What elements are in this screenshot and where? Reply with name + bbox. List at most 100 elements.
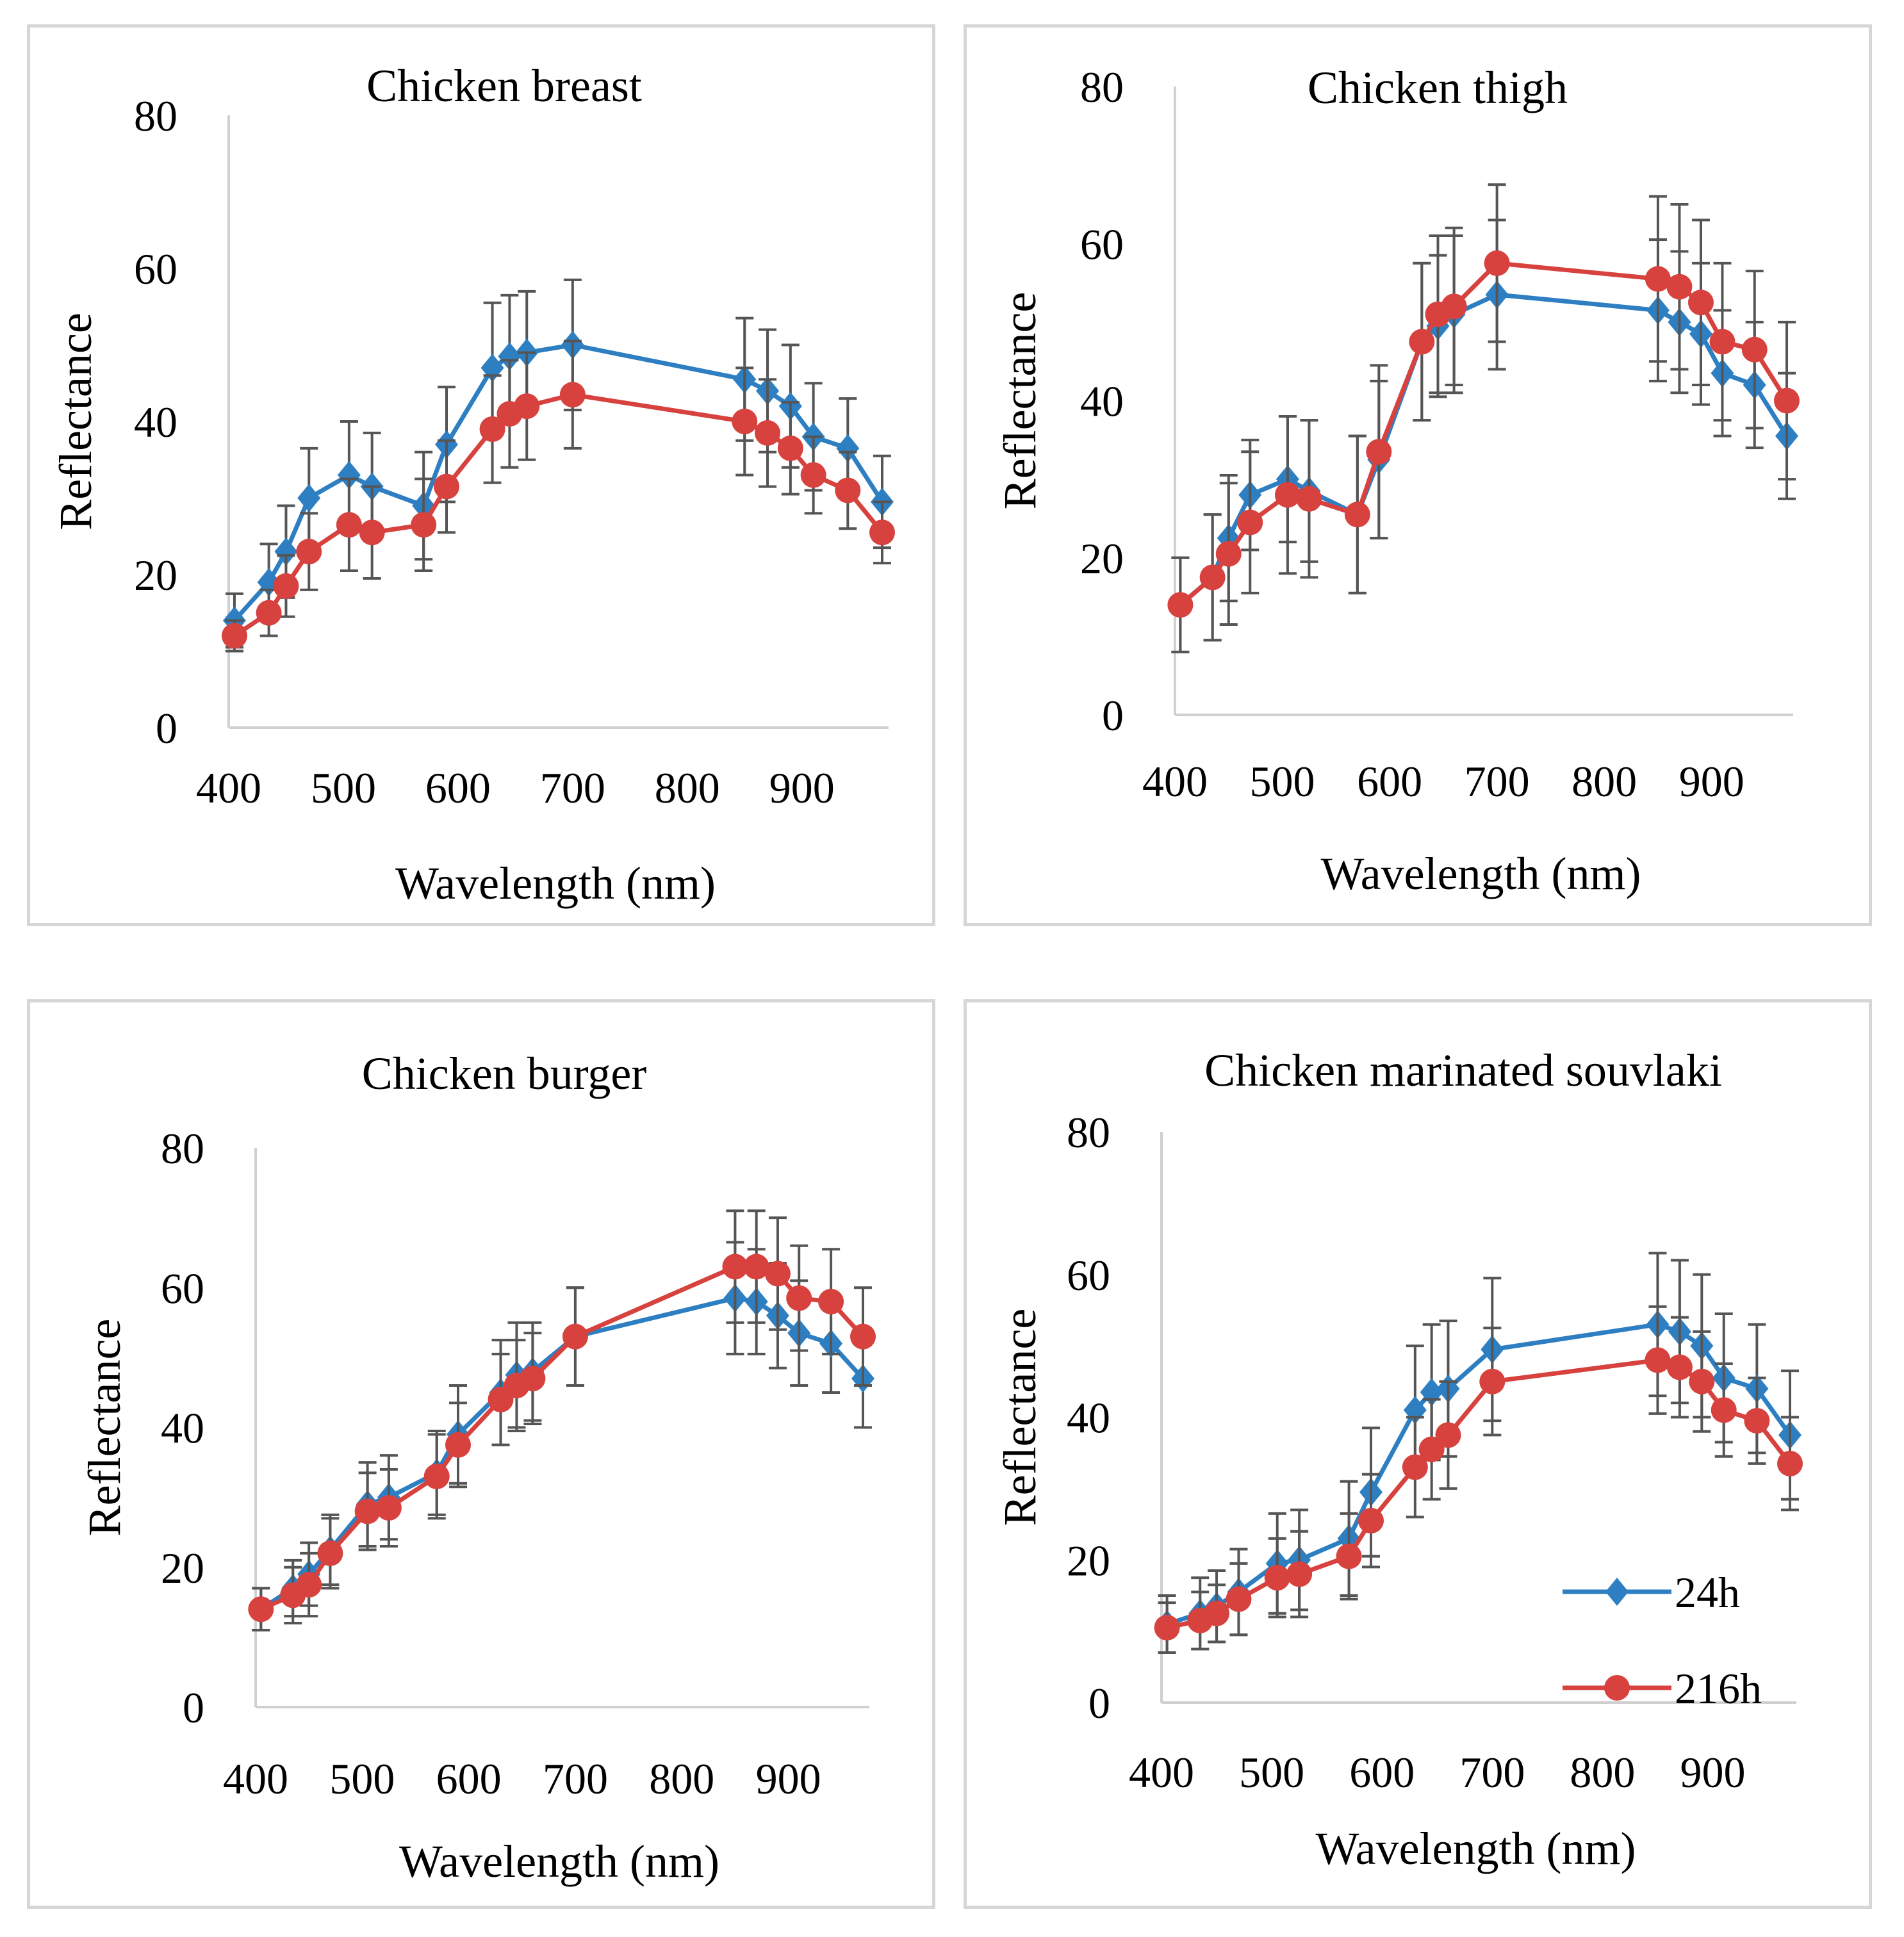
data-point: [1336, 1543, 1362, 1569]
x-axis-label: Wavelength (nm): [395, 858, 716, 909]
data-point: [1479, 1368, 1506, 1394]
data-point: [274, 537, 298, 566]
x-tick-label: 500: [329, 1754, 395, 1803]
y-tick-label: 20: [1080, 534, 1124, 583]
y-tick-label: 0: [156, 704, 177, 753]
x-tick-label: 800: [1572, 757, 1637, 806]
x-tick-label: 500: [1250, 757, 1315, 806]
legend-marker: [1604, 1675, 1630, 1701]
data-point: [562, 1323, 588, 1350]
data-point: [1264, 1565, 1290, 1591]
data-point: [1204, 1600, 1230, 1626]
data-point: [520, 1366, 546, 1392]
data-point: [559, 382, 586, 408]
data-point: [1666, 274, 1693, 300]
data-point: [786, 1285, 812, 1311]
data-point: [1741, 336, 1768, 363]
data-point: [1689, 1368, 1715, 1394]
x-tick-label: 900: [756, 1754, 821, 1803]
x-tick-label: 600: [436, 1754, 502, 1803]
data-point: [1711, 1397, 1737, 1423]
data-point: [818, 1289, 844, 1315]
data-point: [1237, 509, 1263, 535]
x-tick-label: 400: [1142, 757, 1208, 806]
panel-chicken-thigh: Chicken thigh 0 20 40 60 80 400 500 600 700 800 900…: [964, 24, 1872, 926]
data-point: [1366, 439, 1392, 465]
y-tick-label: 40: [161, 1404, 204, 1453]
data-point: [1215, 541, 1242, 567]
y-tick-label: 20: [161, 1544, 204, 1592]
data-point: [296, 539, 322, 565]
x-tick-label: 400: [196, 764, 261, 812]
data-point: [732, 409, 758, 434]
x-tick-label: 600: [1357, 757, 1422, 806]
chart-title: Chicken breast: [366, 60, 642, 111]
y-axis-label: Reflectance: [79, 1319, 130, 1537]
data-point: [479, 416, 505, 442]
series-24h: [249, 1241, 874, 1631]
data-point: [1666, 1354, 1693, 1380]
panel-chicken-marinated-souvlaki: Chicken marinated souvlaki 0 20 40 60 80 400 50…: [964, 999, 1872, 1909]
x-tick-label: 800: [1570, 1748, 1635, 1797]
legend-label: 24h: [1675, 1568, 1740, 1617]
data-point: [1344, 502, 1370, 528]
data-point: [1777, 1450, 1803, 1476]
data-point: [800, 462, 826, 488]
data-point: [445, 1432, 471, 1458]
series-24h: [222, 278, 894, 649]
data-point: [1709, 329, 1736, 355]
data-point: [755, 420, 781, 446]
y-tick-label: 40: [1080, 377, 1124, 426]
y-tick-label: 40: [134, 398, 177, 446]
data-point: [1774, 388, 1800, 414]
y-axis-label: Reflectance: [994, 292, 1046, 510]
y-axis-label: Reflectance: [994, 1309, 1046, 1526]
y-tick-label: 80: [1080, 63, 1124, 111]
chart-title: Chicken thigh: [1308, 62, 1568, 113]
x-tick-label: 400: [1129, 1748, 1194, 1797]
y-tick-label: 0: [1088, 1679, 1110, 1728]
y-tick-label: 60: [1080, 220, 1124, 268]
data-point: [221, 623, 247, 649]
data-point: [296, 1572, 322, 1598]
chart-svg: Chicken marinated souvlaki 0 20 40 60 80 400 50…: [994, 1045, 1803, 1874]
x-tick-label: 700: [1465, 757, 1530, 806]
x-tick-label: 800: [649, 1754, 714, 1803]
x-tick-label: 800: [655, 764, 720, 812]
legend-label: 216h: [1675, 1664, 1762, 1713]
y-tick-label: 60: [161, 1264, 204, 1312]
series-line: [233, 392, 884, 638]
chart-svg: Chicken breast 0 20 40 60 80 400 500 600 700 800 90…: [50, 60, 895, 909]
legend-item-24h: 24h: [1563, 1568, 1740, 1617]
x-tick-label: 900: [1680, 1748, 1746, 1797]
x-tick-label: 700: [540, 764, 605, 812]
chart-title: Chicken marinated souvlaki: [1204, 1045, 1722, 1096]
data-point: [375, 1494, 402, 1521]
x-tick-label: 400: [223, 1754, 288, 1803]
data-point: [256, 600, 282, 626]
data-point: [869, 519, 895, 546]
x-tick-label: 600: [1349, 1748, 1415, 1797]
data-point: [337, 461, 361, 489]
data-point: [514, 393, 540, 420]
data-point: [498, 342, 521, 371]
data-point: [248, 1596, 274, 1622]
data-point: [1167, 592, 1194, 618]
legend-marker: [1605, 1578, 1629, 1606]
data-point: [434, 473, 459, 500]
data-point: [1435, 1422, 1461, 1448]
data-point: [1645, 1347, 1671, 1373]
data-point: [359, 519, 385, 546]
data-point: [850, 1323, 876, 1350]
data-point: [1484, 250, 1510, 276]
series-216h: [221, 339, 895, 653]
data-point: [777, 435, 803, 461]
series-216h: [248, 1209, 876, 1631]
data-point: [1199, 564, 1226, 591]
chart-title: Chicken burger: [362, 1048, 647, 1099]
series-line: [1179, 261, 1789, 607]
y-tick-label: 20: [1067, 1536, 1110, 1585]
data-point: [1687, 290, 1714, 316]
series-216h: [1154, 1305, 1803, 1655]
y-tick-label: 20: [134, 551, 177, 600]
